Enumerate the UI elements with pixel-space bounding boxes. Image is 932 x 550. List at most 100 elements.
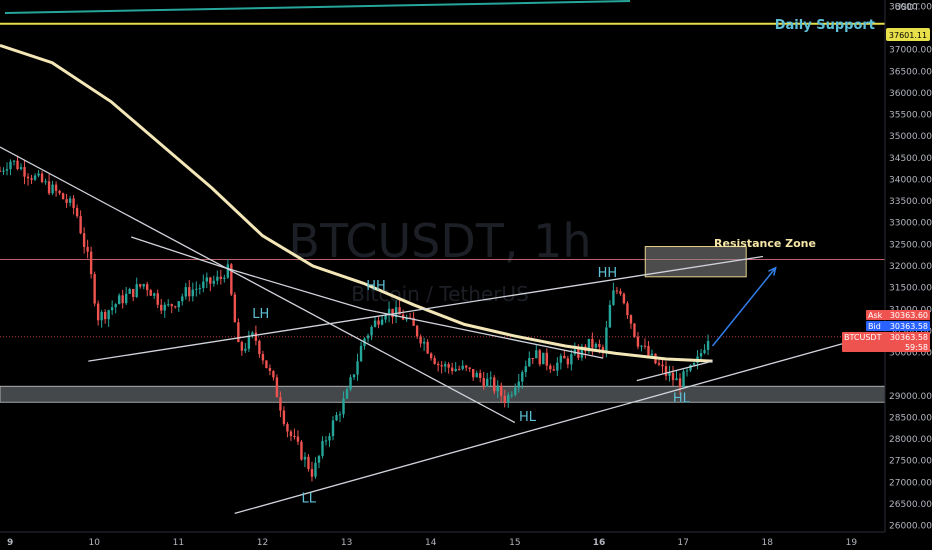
- candle-body: [528, 358, 531, 367]
- candle-body: [331, 420, 335, 437]
- candle-body: [114, 304, 117, 308]
- candle-body: [605, 327, 608, 352]
- candle-body: [307, 456, 310, 470]
- candle-body: [538, 350, 542, 365]
- candle-body: [107, 310, 110, 320]
- candle-body: [384, 315, 387, 320]
- candle-body: [356, 361, 359, 375]
- candle-body: [12, 160, 16, 162]
- candle-body: [328, 436, 331, 441]
- x-tick-label: 14: [425, 538, 437, 548]
- candle-body: [191, 289, 194, 297]
- candle-body: [317, 455, 321, 463]
- candle-body: [142, 284, 145, 287]
- time-axis[interactable]: 9 10 11 12 13 14 15 16 17 18 19: [0, 531, 885, 548]
- candle-body: [549, 365, 552, 370]
- candle-body: [412, 317, 415, 326]
- candle-body: [612, 290, 615, 305]
- candle-body: [103, 311, 107, 320]
- candle-body: [37, 173, 40, 176]
- candle-body: [131, 289, 135, 297]
- candle-body: [559, 355, 563, 363]
- projection-arrow: [711, 266, 777, 347]
- candle-body: [26, 176, 30, 179]
- y-ticks: 38000.00 37000.00 36500.00 36000.00 35500.00…: [889, 2, 932, 531]
- candle-body: [293, 435, 296, 437]
- candle-body: [226, 264, 230, 278]
- candle-body: [65, 199, 68, 203]
- candle-body: [524, 366, 527, 373]
- swing-label-hh: HH: [366, 279, 386, 294]
- projection-arrowhead: [768, 266, 777, 276]
- y-tick-label: 28500.00: [889, 413, 932, 423]
- candle-body: [507, 395, 510, 403]
- candle-body: [475, 373, 478, 378]
- candle-body: [198, 288, 201, 290]
- candle-body: [429, 353, 433, 359]
- candle-body: [310, 469, 314, 477]
- swing-label-lh: LH: [252, 307, 269, 322]
- candle-body: [230, 264, 233, 295]
- candle-body: [633, 323, 636, 337]
- candle-body: [443, 364, 447, 367]
- candle-body: [275, 377, 279, 398]
- candle-body: [493, 377, 496, 392]
- candle-body: [454, 368, 457, 372]
- candle-body: [209, 277, 212, 284]
- candle-body: [282, 410, 286, 424]
- candle-body: [153, 293, 156, 296]
- candle-body: [79, 216, 82, 234]
- candle-body: [61, 193, 65, 200]
- bar-countdown: 59:58: [905, 343, 928, 352]
- candle-body: [650, 353, 654, 356]
- candle-body: [464, 365, 468, 368]
- candle-body: [23, 167, 26, 177]
- swing-label-hh: HH: [598, 266, 618, 281]
- candle-body: [300, 441, 303, 460]
- y-tick-label: 35500.00: [889, 111, 932, 121]
- candle-body: [139, 284, 142, 287]
- price-axis[interactable]: USDT 38000.00 37000.00 36500.00 36000.00 355…: [842, 0, 932, 550]
- candle-body: [58, 190, 61, 194]
- candle-body: [30, 178, 33, 180]
- candle-body: [251, 332, 254, 336]
- candle-body: [419, 336, 422, 344]
- candle-body: [373, 320, 377, 327]
- candle-body: [342, 398, 345, 415]
- candle-body: [335, 414, 338, 421]
- candle-body: [542, 352, 545, 365]
- y-tick-label: 36500.00: [889, 67, 932, 77]
- candle-body: [436, 363, 440, 366]
- candle-body: [240, 342, 244, 351]
- x-tick-label: 17: [677, 538, 688, 548]
- candle-body: [47, 181, 51, 194]
- bid-tag: [866, 321, 930, 331]
- y-tick-label: 30000.00: [889, 349, 932, 359]
- candle-body: [223, 277, 226, 279]
- candle-body: [174, 306, 177, 308]
- candle-body: [254, 332, 258, 341]
- swing-label-hl: HL: [673, 392, 691, 407]
- candle-body: [184, 287, 187, 297]
- candle-body: [286, 423, 289, 432]
- moving-average-line: [0, 43, 713, 363]
- candle-body: [422, 341, 426, 344]
- candle-body: [303, 456, 307, 460]
- symbol-watermark: BTCUSDT, 1h: [288, 214, 591, 268]
- candle-body: [636, 336, 640, 347]
- candle-body: [68, 198, 72, 203]
- daily-support-tag-value: 37601.11: [889, 31, 927, 40]
- candle-body: [96, 303, 100, 321]
- candle-body: [661, 364, 664, 367]
- candle-body: [237, 322, 240, 343]
- candle-body: [170, 304, 173, 307]
- candle-body: [486, 378, 489, 387]
- candle-body: [128, 289, 131, 294]
- candle-body: [72, 198, 75, 208]
- candle-body: [205, 277, 209, 282]
- candle-body: [675, 378, 678, 381]
- candle-body: [135, 284, 138, 297]
- currency-label: USDT: [895, 3, 920, 13]
